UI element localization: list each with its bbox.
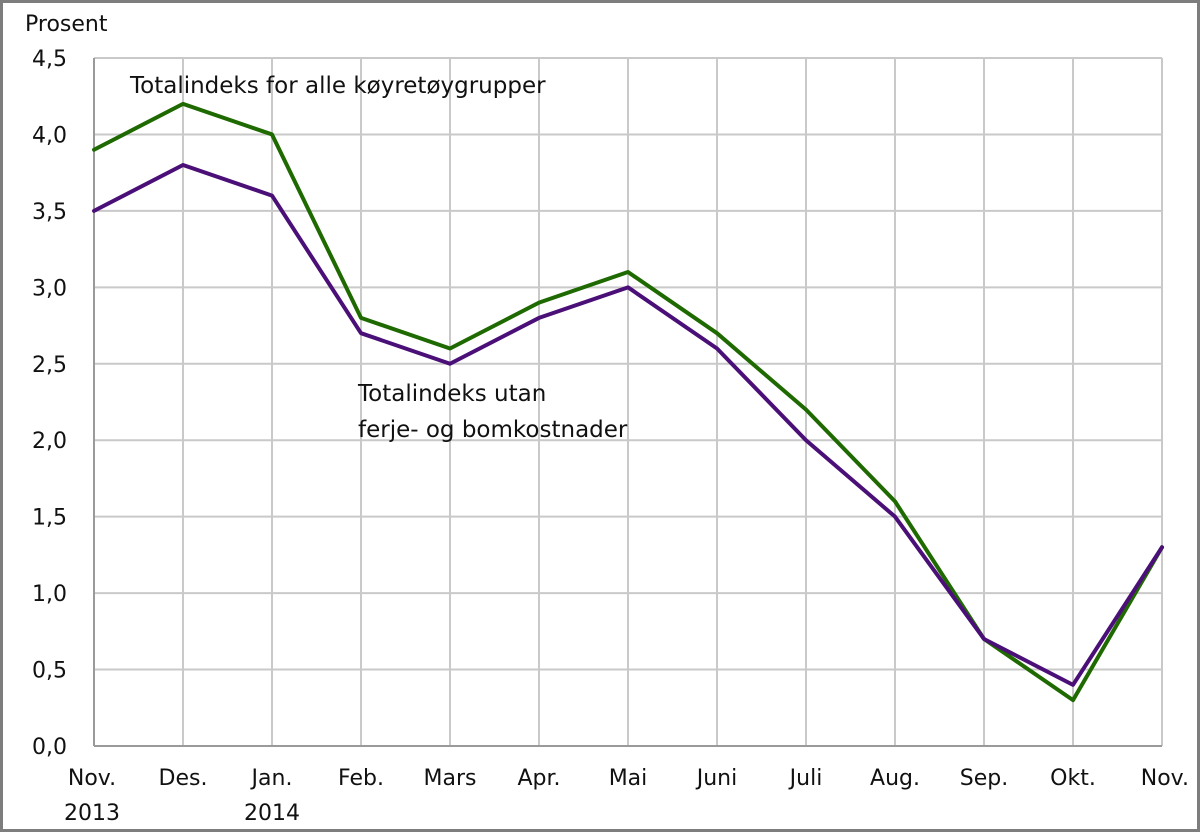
x-tick-label: 2014 bbox=[244, 801, 300, 826]
y-tick-label: 0,5 bbox=[32, 659, 67, 684]
y-tick-label: 3,5 bbox=[32, 200, 67, 225]
y-tick-label: 4,0 bbox=[32, 123, 67, 148]
x-tick-label: Mars bbox=[424, 766, 477, 791]
x-tick-label: 2013 bbox=[64, 801, 120, 826]
y-axis-unit-label: Prosent bbox=[25, 12, 108, 37]
series-labels: Totalindeks for alle køyretøygrupper Tota… bbox=[129, 73, 628, 443]
series-line-2 bbox=[92, 163, 1164, 687]
line-chart: Prosent 0,0 0,5 1,0 1,5 2,0 2,5 3,0 3,5 4,0 4,5 N… bbox=[25, 12, 1189, 826]
x-tick-label: Sep. bbox=[960, 766, 1008, 791]
series-label-2: ferje- og bomkostnader bbox=[358, 417, 628, 443]
y-tick-label: 1,5 bbox=[32, 506, 67, 531]
series-label-1: Totalindeks for alle køyretøygrupper bbox=[129, 73, 546, 99]
axes bbox=[93, 58, 1162, 747]
y-tick-label: 2,5 bbox=[32, 353, 67, 378]
gridlines bbox=[94, 57, 1163, 746]
series-lines bbox=[92, 101, 1164, 703]
series-label-2: Totalindeks utan bbox=[357, 381, 546, 407]
x-tick-label: Aug. bbox=[870, 766, 920, 791]
x-tick-label: Apr. bbox=[517, 766, 560, 791]
y-tick-label: 3,0 bbox=[32, 276, 67, 301]
y-tick-label: 0,0 bbox=[32, 735, 67, 760]
y-tick-label: 2,0 bbox=[32, 429, 67, 454]
x-tick-label: Nov. bbox=[1141, 766, 1189, 791]
x-tick-label: Mai bbox=[609, 766, 648, 791]
x-tick-label: Feb. bbox=[338, 766, 384, 791]
x-tick-label: Juni bbox=[695, 766, 738, 791]
x-tick-label: Des. bbox=[159, 766, 208, 791]
y-axis-ticks: 0,0 0,5 1,0 1,5 2,0 2,5 3,0 3,5 4,0 4,5 bbox=[32, 47, 67, 760]
x-tick-label: Jan. bbox=[250, 766, 293, 791]
y-tick-label: 4,5 bbox=[32, 47, 67, 72]
x-tick-label: Nov. bbox=[68, 766, 116, 791]
x-tick-label: Juli bbox=[788, 766, 823, 791]
y-tick-label: 1,0 bbox=[32, 582, 67, 607]
x-axis-ticks: Nov. 2013 Des. Jan. 2014 Feb. Mars Apr. Mai Juni J… bbox=[64, 766, 1189, 826]
x-tick-label: Okt. bbox=[1050, 766, 1096, 791]
